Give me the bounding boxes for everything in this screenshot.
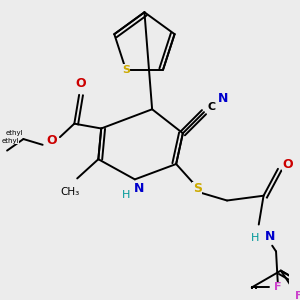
Text: O: O (282, 158, 293, 170)
Text: F: F (295, 291, 300, 300)
Text: O: O (46, 134, 57, 148)
Text: O: O (76, 77, 86, 90)
Text: S: S (122, 64, 130, 75)
Text: ethyl: ethyl (1, 138, 19, 144)
Text: N: N (218, 92, 228, 105)
Text: S: S (193, 182, 202, 196)
Text: N: N (134, 182, 144, 196)
Text: C: C (208, 102, 216, 112)
Text: H: H (122, 190, 130, 200)
Text: CH₃: CH₃ (60, 187, 79, 197)
Text: ethyl: ethyl (6, 130, 24, 136)
Text: H: H (251, 233, 259, 243)
Text: F: F (274, 282, 281, 292)
Text: N: N (265, 230, 275, 243)
